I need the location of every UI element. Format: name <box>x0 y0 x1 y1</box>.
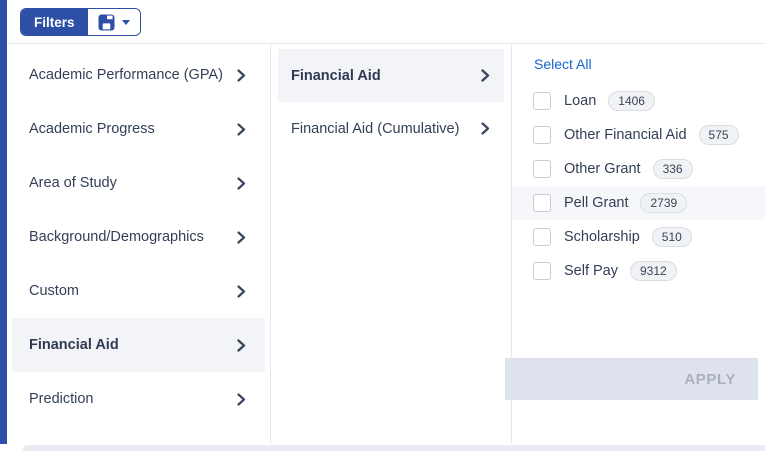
category-item-prediction[interactable]: Prediction <box>12 372 265 426</box>
category-label: Prediction <box>29 391 94 407</box>
category-label: Academic Performance (GPA) <box>29 67 223 83</box>
count-badge: 336 <box>652 158 693 180</box>
option-label: Other Financial Aid <box>564 127 687 143</box>
category-item-academic-performance[interactable]: Academic Performance (GPA) <box>12 48 265 102</box>
count-badge: 9312 <box>630 260 677 282</box>
count-badge: 1406 <box>608 90 655 112</box>
filters-button-group: Filters <box>20 8 141 36</box>
content-edge-below-panel <box>22 445 765 451</box>
option-row-scholarship[interactable]: Scholarship 510 <box>512 220 765 254</box>
chevron-right-icon <box>481 122 490 135</box>
option-row-self-pay[interactable]: Self Pay 9312 <box>512 254 765 288</box>
select-all-link[interactable]: Select All <box>534 56 592 72</box>
filters-header: Filters <box>7 0 765 44</box>
option-label: Scholarship <box>564 229 640 245</box>
other-grant-checkbox[interactable] <box>533 160 551 178</box>
scholarship-checkbox[interactable] <box>533 228 551 246</box>
count-badge: 2739 <box>640 192 688 214</box>
option-row-other-financial-aid[interactable]: Other Financial Aid 575 <box>512 118 765 152</box>
save-filter-dropdown[interactable] <box>87 9 140 35</box>
category-label: Area of Study <box>29 175 117 191</box>
chevron-right-icon <box>237 230 246 244</box>
subcategory-label: Financial Aid (Cumulative) <box>291 120 460 137</box>
count-badge: 510 <box>651 226 692 248</box>
category-label: Background/Demographics <box>29 229 204 245</box>
chevron-right-icon <box>237 392 246 406</box>
option-row-other-grant[interactable]: Other Grant 336 <box>512 152 765 186</box>
apply-button[interactable]: APPLY <box>676 358 744 400</box>
filters-button[interactable]: Filters <box>21 9 88 35</box>
subcategory-item-financial-aid[interactable]: Financial Aid <box>278 49 504 102</box>
category-item-financial-aid[interactable]: Financial Aid <box>12 318 265 372</box>
save-icon <box>98 14 115 31</box>
category-item-custom[interactable]: Custom <box>12 264 265 318</box>
filters-body: Academic Performance (GPA) Academic Prog… <box>7 44 765 444</box>
option-label: Other Grant <box>564 161 641 177</box>
option-label: Self Pay <box>564 263 618 279</box>
pell-grant-checkbox[interactable] <box>533 194 551 212</box>
category-label: Financial Aid <box>29 337 119 353</box>
page-background-below-panel <box>0 444 765 451</box>
apply-footer: APPLY <box>505 358 758 400</box>
category-column: Academic Performance (GPA) Academic Prog… <box>7 44 271 444</box>
filter-categories-list: Academic Performance (GPA) Academic Prog… <box>7 44 270 426</box>
count-badge: 575 <box>698 124 739 146</box>
subcategory-item-financial-aid-cumulative[interactable]: Financial Aid (Cumulative) <box>278 102 504 155</box>
options-column: Select All Loan 1406 Other Financial Aid… <box>512 44 765 444</box>
loan-checkbox[interactable] <box>533 92 551 110</box>
chevron-right-icon <box>237 284 246 298</box>
subcategory-column: Financial Aid Financial Aid (Cumulative) <box>271 44 512 444</box>
caret-down-icon <box>121 19 130 25</box>
filter-options-list: Loan 1406 Other Financial Aid 575 Other … <box>512 84 765 288</box>
category-label: Academic Progress <box>29 121 155 137</box>
option-row-loan[interactable]: Loan 1406 <box>512 84 765 118</box>
other-financial-aid-checkbox[interactable] <box>533 126 551 144</box>
category-item-academic-progress[interactable]: Academic Progress <box>12 102 265 156</box>
chevron-right-icon <box>237 338 246 352</box>
option-row-pell-grant[interactable]: Pell Grant 2739 <box>512 186 765 220</box>
category-label: Custom <box>29 283 79 299</box>
option-label: Loan <box>564 93 597 109</box>
category-item-background-demographics[interactable]: Background/Demographics <box>12 210 265 264</box>
option-label: Pell Grant <box>564 195 629 211</box>
filter-subcategories-list: Financial Aid Financial Aid (Cumulative) <box>271 44 511 155</box>
subcategory-label: Financial Aid <box>291 67 381 84</box>
chevron-right-icon <box>237 176 246 190</box>
chevron-right-icon <box>237 68 246 82</box>
self-pay-checkbox[interactable] <box>533 262 551 280</box>
left-accent-bar <box>0 0 7 444</box>
chevron-right-icon <box>481 69 490 82</box>
category-item-area-of-study[interactable]: Area of Study <box>12 156 265 210</box>
chevron-right-icon <box>237 122 246 136</box>
